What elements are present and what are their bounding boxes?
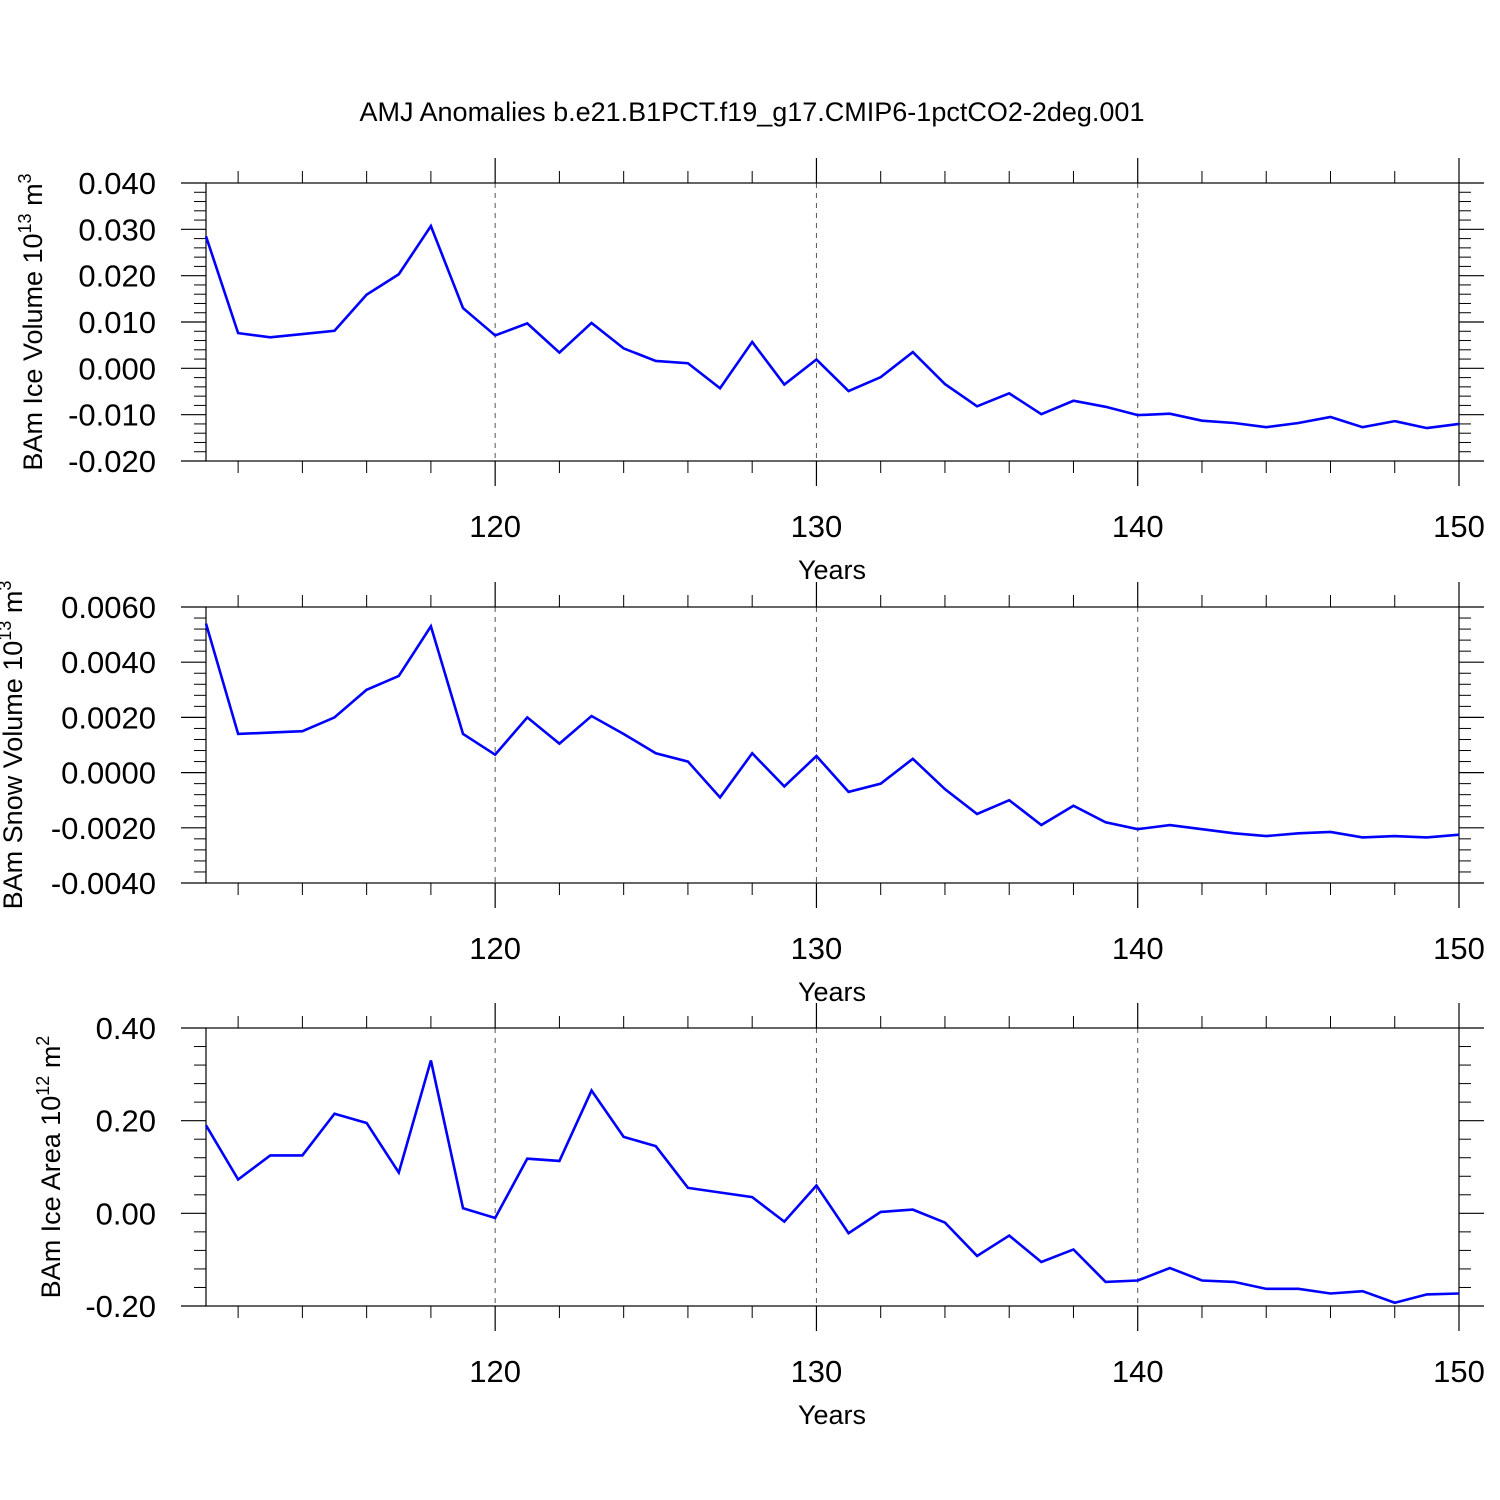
y-tick-label: 0.040	[78, 166, 156, 201]
y-tick-label: -0.010	[68, 398, 156, 433]
plot-frame	[205, 1027, 1460, 1307]
panel-1: -0.020 -0.010 0.000 0.010 0.020 0.030 0.040 120…	[15, 158, 1485, 585]
x-tick-label: 120	[469, 509, 521, 544]
panels: -0.020 -0.010 0.000 0.010 0.020 0.030 0.040 120…	[0, 158, 1485, 1430]
x-tick-label: 130	[791, 931, 843, 966]
y-tick-label: 0.0020	[61, 700, 156, 735]
x-tick-label: 150	[1433, 1354, 1485, 1389]
y-tick-label: 0.010	[78, 305, 156, 340]
y-tick-label: -0.0020	[51, 811, 156, 846]
x-tick-label: 140	[1112, 931, 1164, 966]
x-axis-label: Years	[798, 977, 866, 1007]
x-axis-label: Years	[798, 1400, 866, 1430]
figure-title: AMJ Anomalies b.e21.B1PCT.f19_g17.CMIP6-…	[360, 97, 1145, 127]
y-tick-label: 0.030	[78, 212, 156, 247]
x-tick-label: 130	[791, 1354, 843, 1389]
x-axis-label: Years	[798, 555, 866, 585]
series-line	[204, 223, 1460, 430]
y-tick-label: -0.20	[85, 1289, 156, 1324]
y-axis-label: BAm Ice Area 1012 m2	[33, 1036, 66, 1299]
y-tick-label: 0.0040	[61, 645, 156, 680]
x-tick-label: 140	[1112, 1354, 1164, 1389]
panel-3: -0.20 0.00 0.20 0.40 120 130 140 150 Years BAm Ic…	[33, 1003, 1485, 1430]
y-tick-label: 0.000	[78, 351, 156, 386]
series-line	[204, 623, 1460, 839]
y-tick-label: 0.020	[78, 259, 156, 294]
x-tick-label: 120	[469, 931, 521, 966]
plot-frame	[205, 182, 1460, 462]
y-tick-label: -0.0040	[51, 866, 156, 901]
x-tick-label: 150	[1433, 931, 1485, 966]
x-tick-label: 150	[1433, 509, 1485, 544]
y-tick-label: 0.0060	[61, 590, 156, 625]
x-tick-label: 130	[791, 509, 843, 544]
series-line	[204, 1060, 1460, 1305]
x-tick-label: 120	[469, 1354, 521, 1389]
x-tick-label: 140	[1112, 509, 1164, 544]
y-axis-label: BAm Ice Volume 1013 m3	[15, 173, 48, 470]
y-tick-label: 0.40	[96, 1011, 156, 1046]
y-axis-label: BAm Snow Volume 1013 m3	[0, 581, 28, 910]
panel-2: -0.0040 -0.0020 0.0000 0.0020 0.0040 0.0060 12…	[0, 581, 1485, 1007]
plot-frame	[205, 606, 1460, 884]
y-tick-label: 0.0000	[61, 756, 156, 791]
y-tick-label: 0.00	[96, 1196, 156, 1231]
y-tick-label: -0.020	[68, 444, 156, 479]
y-tick-label: 0.20	[96, 1104, 156, 1139]
